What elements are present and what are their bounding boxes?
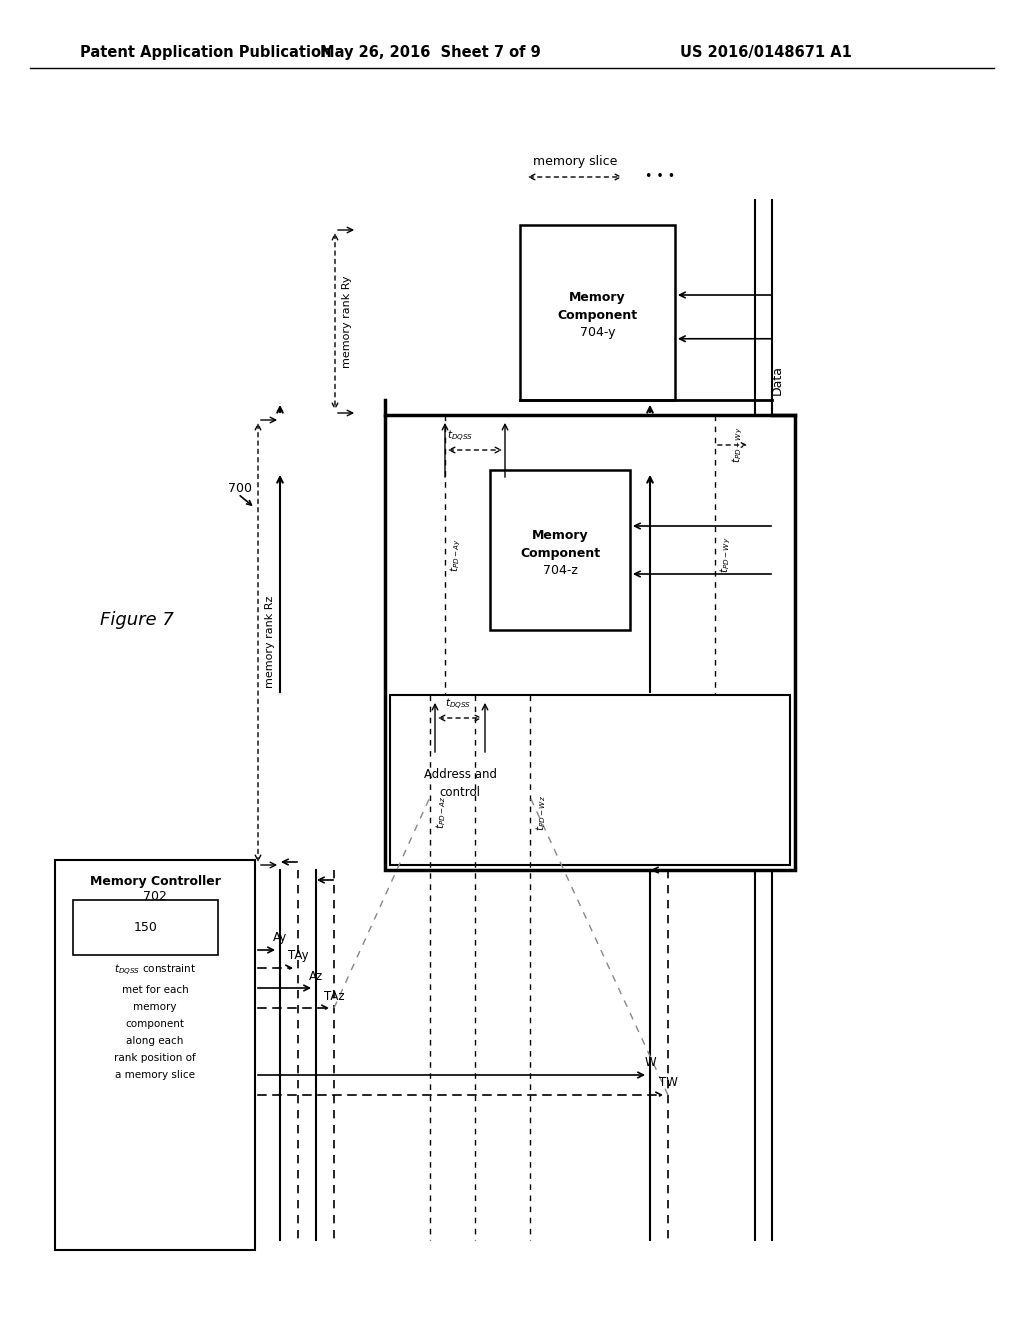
Text: a memory slice: a memory slice [115,1071,195,1080]
Text: 704-y: 704-y [580,326,615,339]
Text: $t_{PD-Ay}$: $t_{PD-Ay}$ [449,537,464,572]
Text: Patent Application Publication: Patent Application Publication [80,45,332,59]
Bar [385,414,795,870]
Text: May 26, 2016  Sheet 7 of 9: May 26, 2016 Sheet 7 of 9 [319,45,541,59]
Text: rank position of: rank position of [114,1053,196,1063]
Text: Component: Component [557,309,638,322]
Text: memory rank Ry: memory rank Ry [342,276,352,368]
Bar [390,696,790,865]
Text: W: W [644,1056,655,1069]
Text: Figure 7: Figure 7 [100,611,174,630]
Text: • • •: • • • [645,170,675,183]
Text: $t_{DQSS}$ constraint: $t_{DQSS}$ constraint [114,962,197,978]
Text: Ay: Ay [272,932,287,945]
Text: TAy: TAy [288,949,308,962]
Text: 702: 702 [143,891,167,903]
Text: component: component [126,1019,184,1030]
Text: memory rank Rz: memory rank Rz [265,595,275,688]
Text: Address and: Address and [424,768,497,781]
Text: along each: along each [126,1036,183,1045]
Text: Memory: Memory [531,528,589,541]
Text: memory slice: memory slice [532,156,617,169]
Text: 704-z: 704-z [543,564,578,577]
Text: TAz: TAz [324,990,344,1002]
Text: $t_{PD-Wy}$: $t_{PD-Wy}$ [719,537,733,573]
Text: $t_{DQSS}$: $t_{DQSS}$ [444,697,471,711]
Text: $t_{PD-Az}$: $t_{PD-Az}$ [434,796,447,829]
Text: Memory Controller: Memory Controller [89,875,220,888]
Text: $t_{DQSS}$: $t_{DQSS}$ [446,429,473,444]
Bar [73,900,218,954]
Text: control: control [439,785,480,799]
Text: Memory: Memory [569,290,626,304]
Bar [520,224,675,400]
Text: $t_{PD-Wy}$: $t_{PD-Wy}$ [730,426,745,463]
Text: US 2016/0148671 A1: US 2016/0148671 A1 [680,45,852,59]
Text: Data: Data [770,366,783,395]
Text: memory: memory [133,1002,177,1012]
Text: met for each: met for each [122,985,188,995]
Text: TW: TW [658,1077,678,1089]
Text: Component: Component [520,546,600,560]
Bar [490,470,630,630]
Text: 700: 700 [228,482,252,495]
Text: $t_{PD-Wz}$: $t_{PD-Wz}$ [534,795,548,830]
Text: Az: Az [309,969,324,982]
Text: 150: 150 [133,921,158,935]
Bar [55,861,255,1250]
